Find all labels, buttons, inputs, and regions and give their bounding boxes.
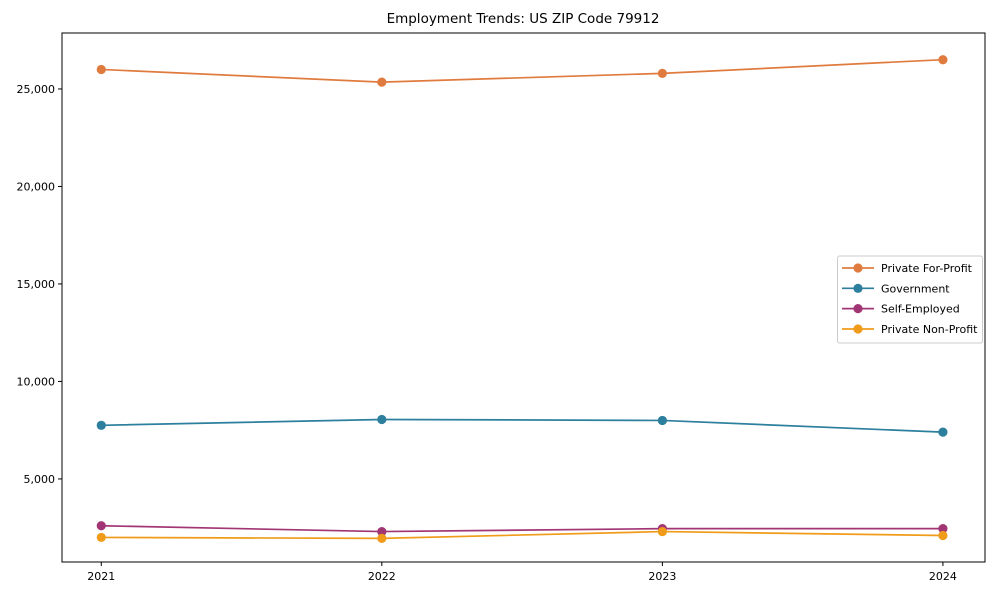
y-tick-label: 5,000 (24, 473, 56, 486)
plot-root: 5,000 10,000 15,000 20,000 25,000 2021 2022 202… (17, 32, 986, 583)
data-point-government-2024 (938, 427, 948, 437)
y-tick-label: 10,000 (17, 375, 56, 388)
data-point-private-for-profit-2024 (938, 55, 948, 65)
y-tick-label: 20,000 (17, 180, 56, 193)
data-point-self-employed-2021 (96, 521, 106, 531)
legend: Private For-Profit Government Self-Employe… (837, 255, 983, 344)
data-point-private-non-profit-2024 (938, 530, 948, 541)
legend-item-private-for-profit: Private For-Profit (842, 262, 973, 275)
legend-marker-dot-private-for-profit (853, 263, 863, 273)
x-tick-label: 2021 (87, 570, 115, 583)
x-tick-label: 2022 (368, 570, 396, 583)
data-point-private-for-profit-2022 (377, 77, 387, 87)
legend-label-private-for-profit: Private For-Profit (881, 262, 973, 275)
y-tick-label: 25,000 (17, 83, 56, 96)
legend-marker-dot-private-non-profit (853, 324, 863, 334)
data-point-private-for-profit-2021 (96, 64, 106, 75)
x-tick-label: 2024 (929, 570, 957, 583)
data-point-self-employed-2024 (938, 524, 948, 534)
legend-item-government: Government (842, 282, 950, 295)
data-point-government-2023 (657, 415, 667, 426)
series-line-private-non-profit (101, 530, 943, 540)
legend-label-private-non-profit: Private Non-Profit (881, 323, 978, 336)
x-tick-label: 2023 (648, 570, 676, 583)
data-point-private-non-profit-2023 (657, 526, 667, 537)
legend-marker-dot-self-employed (853, 304, 863, 314)
data-point-self-employed-2022 (377, 526, 387, 537)
legend-item-private-non-profit: Private Non-Profit (842, 323, 978, 336)
data-point-private-non-profit-2022 (377, 533, 387, 544)
legend-marker-dot-government (853, 283, 863, 293)
series-line-private-for-profit (101, 58, 943, 83)
plot-frame (61, 32, 986, 563)
chart-title: Employment Trends: US ZIP Code 79912 (387, 11, 660, 27)
data-point-government-2022 (377, 414, 387, 425)
legend-box (837, 255, 983, 344)
data-point-private-for-profit-2023 (657, 68, 667, 78)
data-point-government-2021 (96, 420, 106, 430)
data-point-private-non-profit-2021 (96, 532, 106, 543)
legend-label-government: Government (881, 282, 950, 295)
legend-label-self-employed: Self-Employed (881, 303, 960, 316)
series-line-self-employed (101, 524, 943, 533)
series-line-government (101, 418, 943, 433)
legend-item-self-employed: Self-Employed (842, 303, 960, 316)
y-tick-label: 15,000 (17, 278, 56, 291)
